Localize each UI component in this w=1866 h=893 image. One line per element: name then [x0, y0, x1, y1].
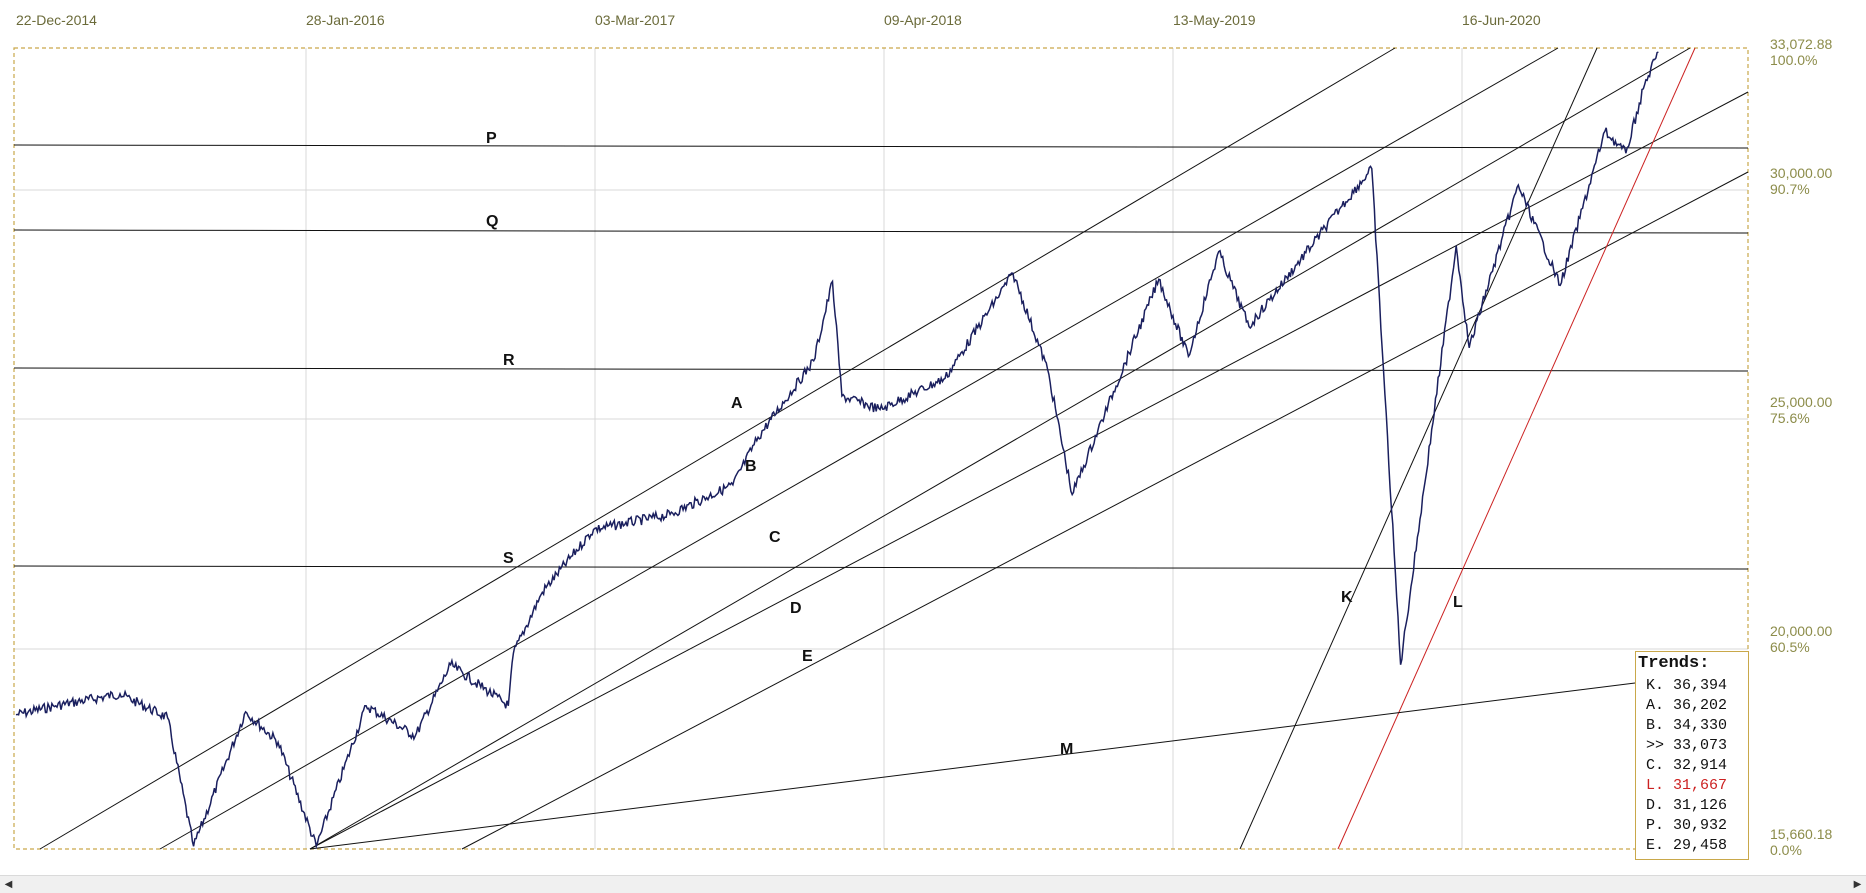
trend-line-a	[39, 47, 1396, 850]
trend-label-s: S	[503, 550, 514, 567]
trend-label-c: C	[769, 529, 781, 546]
trend-row: E. 29,458	[1646, 837, 1728, 854]
trend-label-m: M	[1060, 741, 1073, 758]
trend-row: L. 31,667	[1646, 777, 1728, 794]
y-tick-percent: 90.7%	[1770, 181, 1810, 197]
trend-line-r	[13, 367, 1749, 372]
trend-label-l: L	[1453, 594, 1463, 611]
x-axis-tick-labels: 22-Dec-2014 28-Jan-2016 03-Mar-2017 09-Apr-…	[16, 12, 1541, 28]
price-series	[15, 51, 1659, 850]
price-line	[15, 51, 1659, 850]
vertical-gridlines	[305, 48, 1463, 849]
trend-line-s	[13, 565, 1749, 570]
trend-row: K. 36,394	[1646, 677, 1728, 694]
x-tick-label: 09-Apr-2018	[884, 12, 962, 28]
x-tick-label: 03-Mar-2017	[595, 12, 675, 28]
horizontal-scrollbar[interactable]: ◀ ▶	[0, 875, 1866, 893]
trend-row: P. 30,932	[1646, 817, 1728, 834]
trend-row: A. 36,202	[1646, 697, 1728, 714]
trend-row: >> 33,073	[1646, 737, 1728, 754]
trend-lines: P Q R S A B C D E K L M	[13, 47, 1749, 850]
scroll-left-icon[interactable]: ◀	[4, 879, 13, 890]
trend-line-d	[309, 91, 1749, 850]
scroll-right-icon[interactable]: ▶	[1853, 879, 1862, 890]
trend-line-c	[309, 47, 1691, 850]
trends-box: Trends: K. 36,394 A. 36,202 B. 34,330 >> 33…	[1635, 651, 1749, 860]
x-tick-label: 22-Dec-2014	[16, 12, 97, 28]
trend-label-a: A	[731, 395, 743, 412]
trend-label-e: E	[802, 648, 813, 665]
trends-list: K. 36,394 A. 36,202 B. 34,330 >> 33,073 C. 3…	[1636, 676, 1748, 856]
trend-label-b: B	[745, 458, 757, 475]
trends-title: Trends:	[1638, 654, 1710, 673]
trend-label-d: D	[790, 600, 802, 617]
x-tick-label: 13-May-2019	[1173, 12, 1256, 28]
x-tick-label: 28-Jan-2016	[306, 12, 385, 28]
trend-line-l	[1337, 47, 1696, 850]
y-tick-value: 25,000.00	[1770, 394, 1832, 410]
trend-row: B. 34,330	[1646, 717, 1728, 734]
trend-line-p	[13, 144, 1749, 149]
y-tick-percent: 75.6%	[1770, 410, 1810, 426]
y-tick-value: 15,660.18	[1770, 826, 1832, 842]
trend-label-p: P	[486, 130, 497, 147]
horizontal-gridlines	[14, 189, 1748, 650]
trend-row: D. 31,126	[1646, 797, 1728, 814]
trend-label-q: Q	[486, 213, 498, 230]
trend-line-q	[13, 229, 1749, 234]
y-tick-value: 33,072.88	[1770, 36, 1832, 52]
trend-label-k: K	[1341, 589, 1353, 606]
chart: 22-Dec-2014 28-Jan-2016 03-Mar-2017 09-Apr-…	[13, 12, 1832, 858]
y-tick-value: 20,000.00	[1770, 623, 1832, 639]
trend-row: C. 32,914	[1646, 757, 1728, 774]
y-tick-percent: 0.0%	[1770, 842, 1802, 858]
trend-line-m	[309, 682, 1636, 850]
trend-line-b	[159, 47, 1559, 850]
y-tick-percent: 60.5%	[1770, 639, 1810, 655]
plot-frame	[13, 47, 1749, 850]
x-tick-label: 16-Jun-2020	[1462, 12, 1541, 28]
y-tick-value: 30,000.00	[1770, 165, 1832, 181]
trend-line-k	[1239, 47, 1598, 850]
y-tick-percent: 100.0%	[1770, 52, 1817, 68]
trend-line-e	[461, 171, 1749, 850]
trend-label-r: R	[503, 352, 515, 369]
